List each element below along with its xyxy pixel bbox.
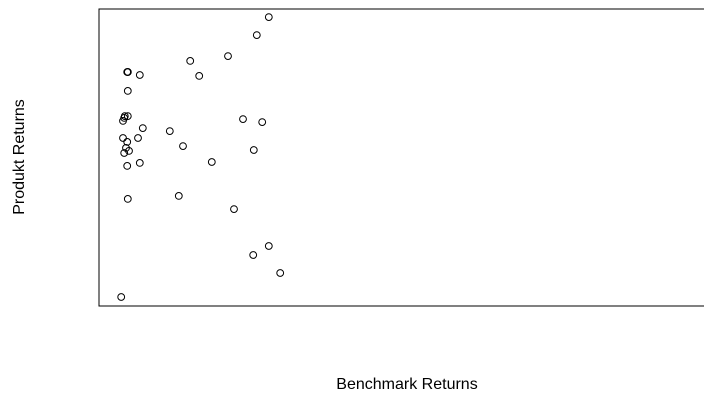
data-point (179, 142, 187, 151)
data-point (249, 146, 258, 154)
data-point (186, 57, 195, 65)
data-point (264, 242, 273, 250)
data-point (165, 127, 174, 136)
y-axis-label: Produkt Returns (11, 99, 28, 215)
data-point (174, 192, 183, 200)
data-point (117, 293, 126, 301)
data-point (123, 68, 132, 76)
data-point (135, 71, 144, 79)
data-point (249, 251, 258, 259)
data-point (125, 147, 133, 155)
data-point (138, 124, 147, 133)
data-point (123, 138, 132, 146)
data-point (224, 52, 232, 60)
data-point (195, 72, 204, 80)
data-point (123, 195, 132, 203)
data-point (252, 31, 261, 39)
data-point (120, 149, 129, 157)
data-point (135, 159, 144, 167)
data-point (134, 134, 142, 142)
data-point (258, 118, 267, 126)
data-point (230, 205, 238, 214)
data-point (119, 134, 127, 142)
data-point (123, 87, 132, 95)
data-points (117, 13, 285, 301)
data-point (264, 13, 273, 22)
data-point (276, 269, 285, 277)
data-point (207, 158, 216, 166)
x-axis-label: Benchmark Returns (336, 376, 477, 393)
data-point (123, 112, 132, 120)
data-point (123, 162, 132, 170)
plot-frame (98, 8, 704, 307)
data-point (119, 117, 127, 125)
data-point (239, 115, 247, 123)
